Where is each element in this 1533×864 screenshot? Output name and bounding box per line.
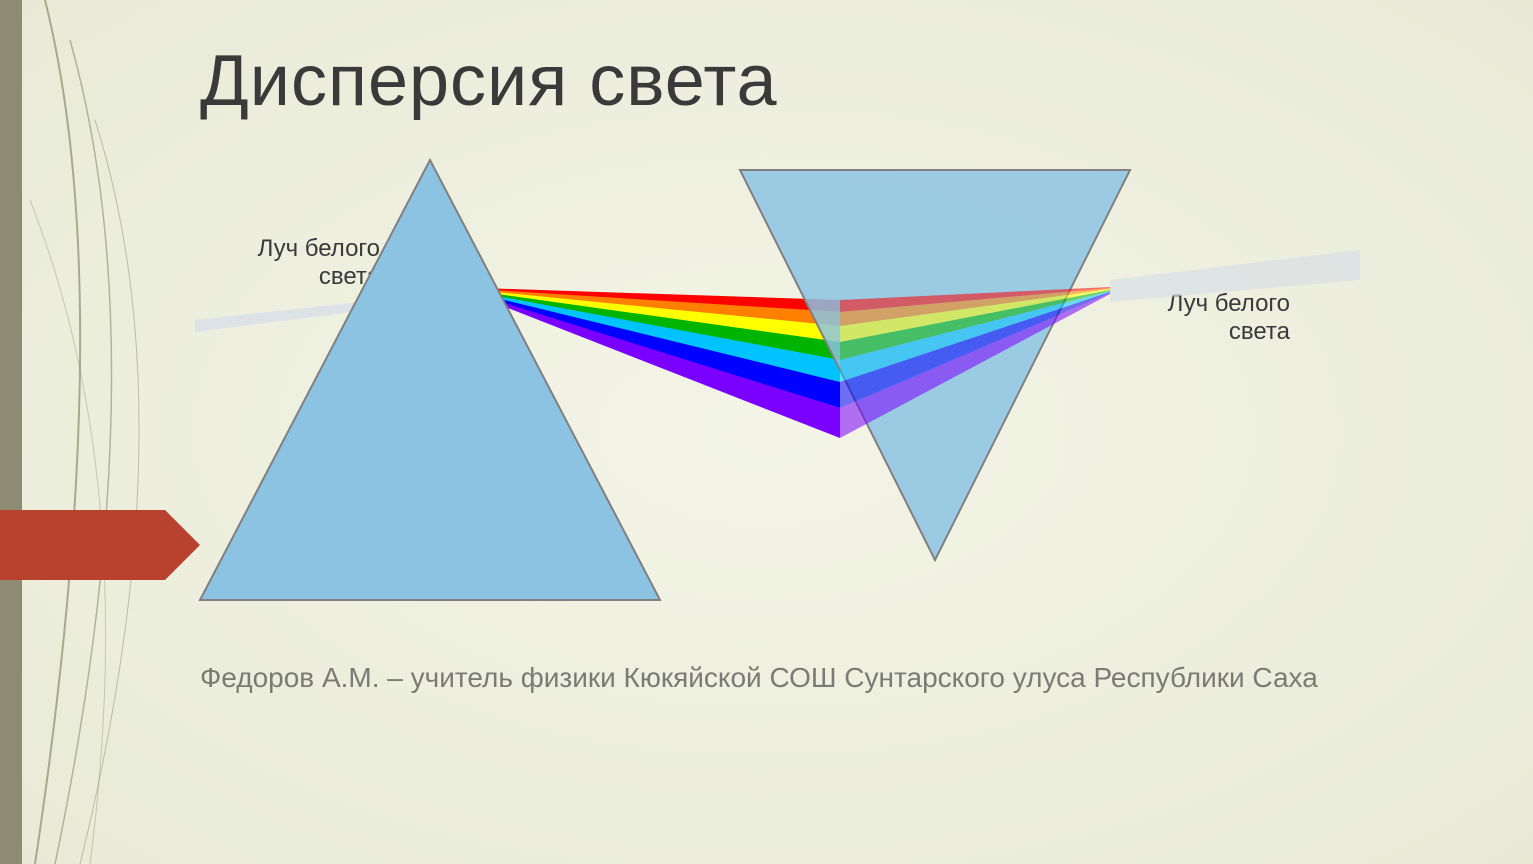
spectrum-band-cyan-inside	[840, 291, 1110, 382]
spectrum-band-violet	[480, 295, 840, 438]
spectrum-band-red-inside	[840, 287, 1110, 312]
spectrum-band-orange-inside	[840, 288, 1110, 326]
spectrum-band-yellow-inside	[840, 289, 1110, 342]
slide-subtitle: Федоров А.М. – учитель физики Кюкяйской …	[200, 660, 1333, 696]
spectrum-band-blue-inside	[840, 292, 1110, 408]
prism-left	[200, 160, 660, 600]
label-exit-ray: Луч белого света	[1140, 290, 1290, 345]
slide-title: Дисперсия света	[200, 40, 778, 122]
incident-beam	[195, 290, 500, 332]
decorative-curves	[0, 0, 230, 864]
spectrum-band-violet-inside	[840, 293, 1110, 438]
label-incident-ray: Луч белого света	[210, 235, 380, 290]
dispersion-diagram	[0, 0, 1533, 864]
spectrum-band-orange	[480, 289, 840, 326]
slide-root: Дисперсия света Луч белого света Луч бел…	[0, 0, 1533, 864]
side-accent-band	[0, 0, 22, 864]
prism-right	[740, 170, 1130, 560]
spectrum-band-red	[480, 288, 840, 312]
spectrum-band-green-inside	[840, 290, 1110, 360]
spectrum-band-green	[480, 292, 840, 360]
spectrum-band-cyan	[480, 293, 840, 382]
spectrum-band-blue	[480, 294, 840, 408]
spectrum-band-yellow	[480, 290, 840, 342]
ribbon-arrow-icon	[0, 510, 200, 580]
